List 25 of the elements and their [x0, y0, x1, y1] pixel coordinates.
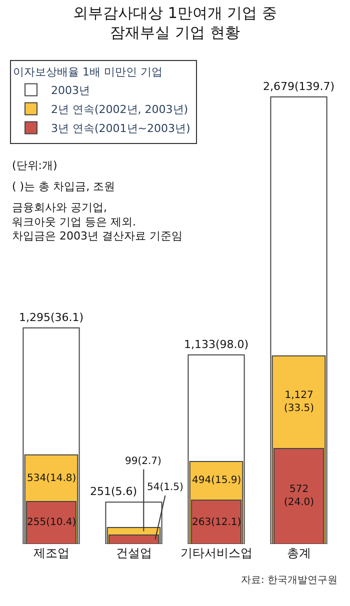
legend-label: 3년 연속(2001년~2003년): [51, 122, 190, 136]
data-label: 99(2.7): [125, 456, 162, 467]
x-tick-label: 건설업: [116, 546, 152, 560]
legend-label: 2003년: [51, 84, 90, 98]
text: 자료: 한국개발연구원: [241, 575, 338, 586]
data-label: 255(10.4): [27, 517, 76, 528]
chart-title: 외부감사대상 1만여개 기업 중 잠재부실 기업 현황: [73, 4, 277, 42]
data-label: 251(5.6): [90, 485, 138, 498]
annotation: (단위:개): [12, 159, 58, 172]
legend-title: 이자보상배율 1배 미만인 기업: [13, 65, 162, 78]
data-label: 1,127 (33.5): [284, 390, 314, 414]
data-label: 494(15.9): [192, 475, 242, 486]
data-label: 2,679(139.7): [263, 80, 335, 93]
x-tick-label: 기타서비스업: [180, 546, 252, 560]
data-label: 572 (24.0): [284, 484, 314, 508]
data-label: 1,295(36.1): [19, 311, 84, 324]
x-tick-label: 제조업: [33, 546, 70, 560]
data-label: 54(1.5): [147, 482, 184, 493]
data-label: 263(12.1): [192, 517, 242, 528]
annotation: ( )는 총 차입금, 조원: [12, 180, 116, 193]
legend-label: 2년 연속(2002년, 2003년): [51, 103, 188, 116]
data-label: 1,133(98.0): [184, 338, 249, 351]
x-tick-label: 총계: [286, 546, 311, 560]
data-label: 534(14.8): [27, 473, 76, 484]
annotation: 금융회사와 공기업, 워크아웃 기업 등은 제외. 차입금은 2003년 결산자료 기준임: [12, 201, 182, 243]
